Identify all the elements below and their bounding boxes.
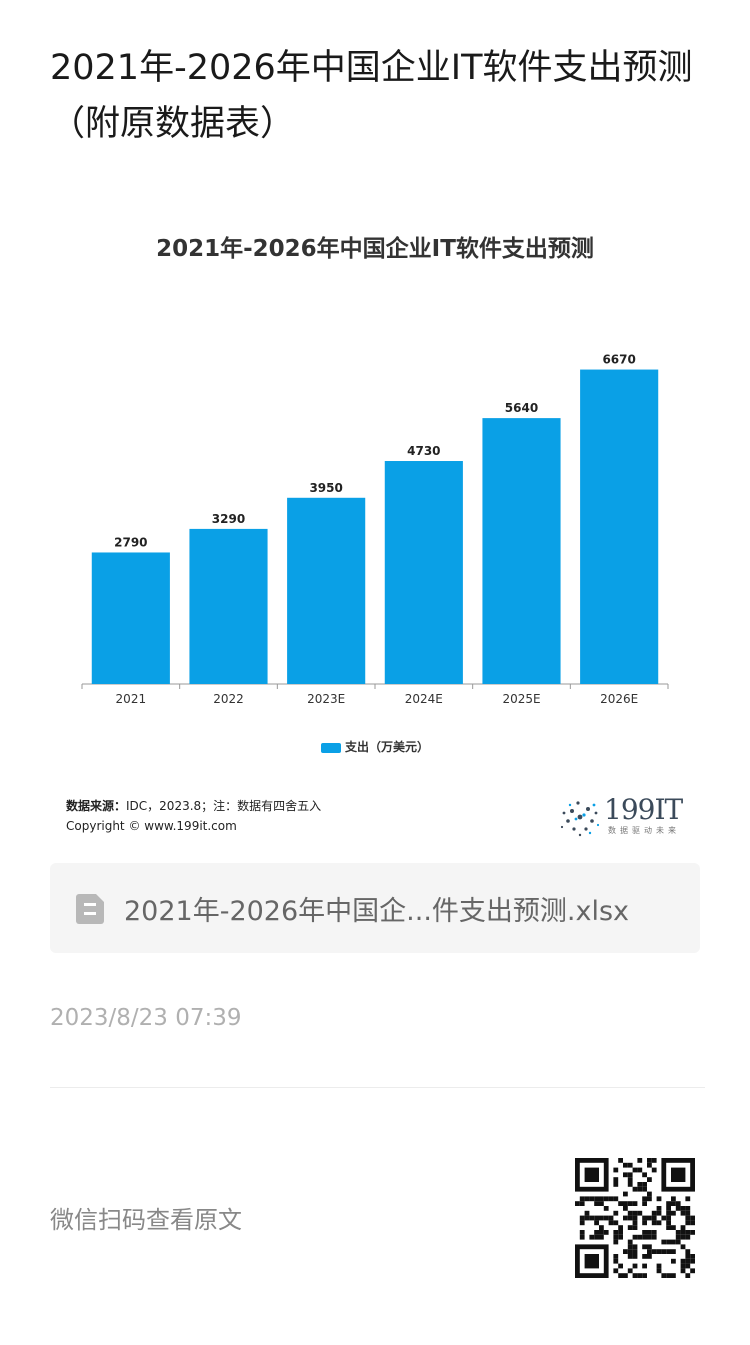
article-title: 2021年-2026年中国企业IT软件支出预测（附原数据表） [50, 48, 693, 144]
data-label-2023E: 3950 [309, 481, 342, 495]
qr-code-icon[interactable] [575, 1158, 695, 1278]
tick-label-2023E: 2023E [307, 692, 345, 706]
data-label-2025E: 5640 [505, 401, 538, 415]
attachment-filename[interactable]: 2021年-2026年中国企...件支出预测.xlsx [124, 896, 630, 927]
data-label-2026E: 6670 [602, 353, 635, 367]
data-label-2024E: 4730 [407, 444, 440, 458]
bar-2023E [287, 497, 366, 684]
logo-text: 199IT [604, 793, 683, 826]
spreadsheet-file-icon [76, 894, 104, 924]
chart-image: 2021年-2026年中国企业IT软件支出预测 2790 2021 3290 2022… [50, 195, 700, 855]
divider [50, 1087, 705, 1088]
publish-timestamp: 2023/8/23 07:39 [50, 1005, 242, 1031]
source-label: 数据来源： [66, 799, 127, 813]
tick-label-2024E: 2024E [405, 692, 443, 706]
data-label-2022: 3290 [212, 512, 245, 526]
tick-label-2025E: 2025E [502, 692, 540, 706]
chart-legend: 支出（万美元） [50, 738, 700, 755]
chart-title: 2021年-2026年中国企业IT软件支出预测 [156, 236, 594, 262]
legend-swatch [320, 742, 341, 753]
qr-hint-text: 微信扫码查看原文 [50, 1206, 242, 1234]
bar-2025E [482, 418, 561, 684]
tick-label-2026E: 2026E [600, 692, 638, 706]
attachment-card[interactable]: 2021年-2026年中国企...件支出预测.xlsx [50, 863, 700, 953]
legend-label: 支出（万美元） [344, 740, 429, 754]
logo-tagline: 数据驱动未来 [608, 826, 680, 835]
source-text: IDC，2023.8；注：数据有四舍五入 [126, 799, 322, 813]
brand-logo: 199IT 数据驱动未来 [558, 793, 690, 843]
copyright: Copyright © www.199it.com [66, 819, 237, 833]
bar-2021 [91, 552, 170, 684]
data-source: 数据来源：IDC，2023.8；注：数据有四舍五入 [66, 797, 321, 814]
bar-chart: 2790 2021 3290 2022 3950 2023E 4730 2024E 5640 20… [81, 353, 669, 706]
data-label-2021: 2790 [114, 535, 147, 549]
tick-label-2021: 2021 [116, 692, 147, 706]
bar-2026E [580, 369, 659, 684]
logo-dots-icon [560, 801, 600, 837]
bar-2024E [384, 461, 463, 684]
tick-label-2022: 2022 [213, 692, 244, 706]
bar-2022 [189, 528, 268, 684]
